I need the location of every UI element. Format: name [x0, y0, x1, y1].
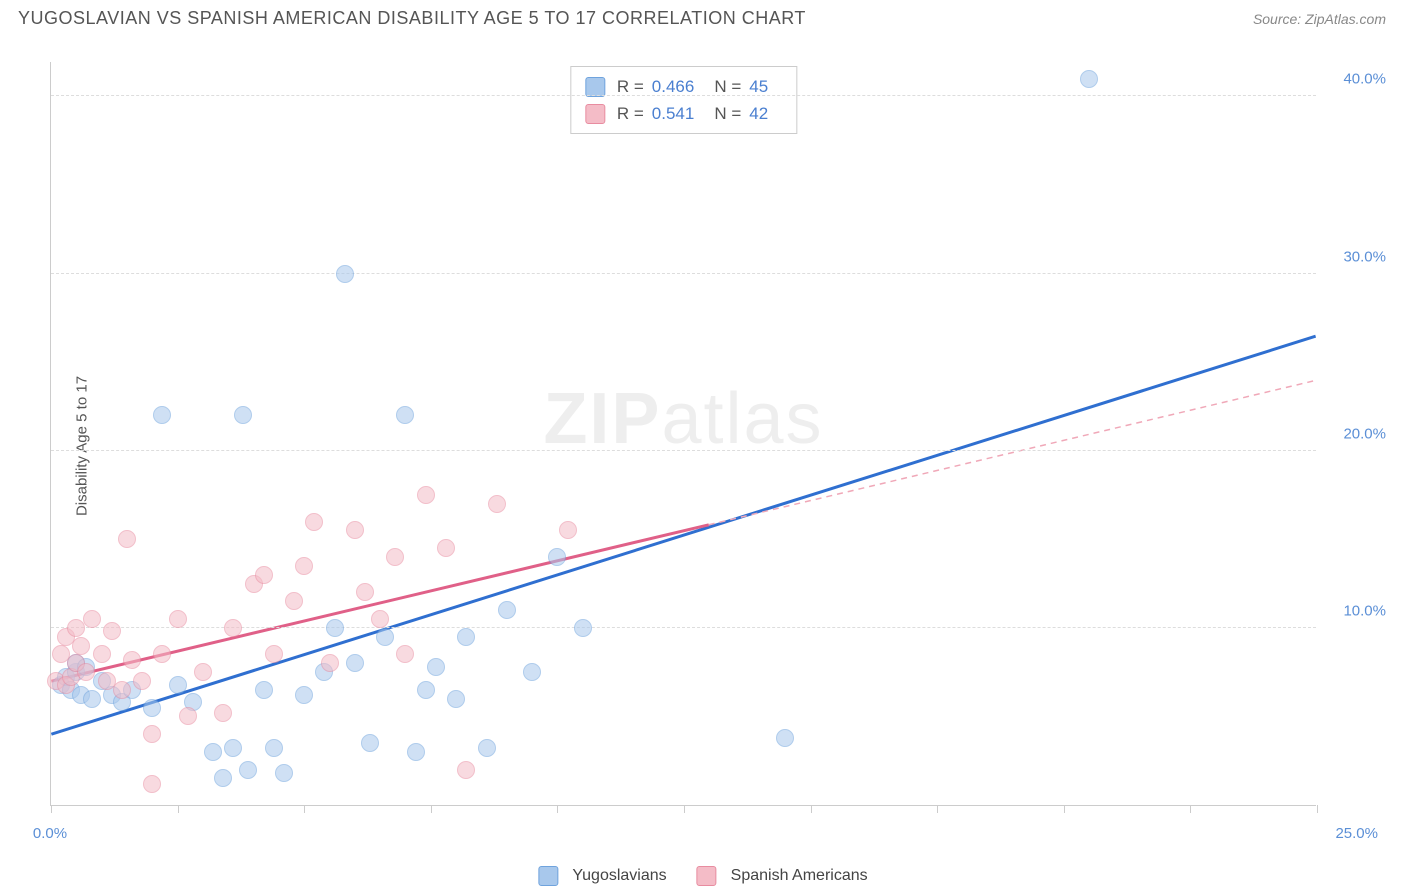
data-point — [255, 566, 273, 584]
data-point — [427, 658, 445, 676]
data-point — [265, 739, 283, 757]
data-point — [275, 764, 293, 782]
data-point — [113, 681, 131, 699]
x-tick — [1190, 805, 1191, 813]
legend-swatch-pink — [697, 866, 717, 886]
chart-header: YUGOSLAVIAN VS SPANISH AMERICAN DISABILI… — [0, 0, 1406, 33]
data-point — [386, 548, 404, 566]
plot-area: ZIPatlas R = 0.466 N = 45 R = 0.541 N = … — [50, 62, 1316, 806]
y-tick-label: 30.0% — [1326, 248, 1386, 265]
data-point — [457, 761, 475, 779]
data-point — [224, 739, 242, 757]
data-point — [417, 681, 435, 699]
bottom-legend: Yugoslavians Spanish Americans — [538, 866, 867, 886]
x-tick — [304, 805, 305, 813]
data-point — [361, 734, 379, 752]
data-point — [133, 672, 151, 690]
data-point — [143, 725, 161, 743]
data-point — [447, 690, 465, 708]
legend-item: Yugoslavians — [538, 866, 666, 886]
watermark: ZIPatlas — [543, 378, 823, 460]
data-point — [346, 654, 364, 672]
data-point — [239, 761, 257, 779]
data-point — [346, 521, 364, 539]
data-point — [1080, 70, 1098, 88]
y-tick-label: 10.0% — [1326, 602, 1386, 619]
data-point — [93, 645, 111, 663]
data-point — [214, 769, 232, 787]
data-point — [326, 619, 344, 637]
data-point — [214, 704, 232, 722]
data-point — [548, 548, 566, 566]
data-point — [336, 265, 354, 283]
legend-swatch-blue — [585, 77, 605, 97]
data-point — [234, 406, 252, 424]
x-tick — [178, 805, 179, 813]
data-point — [321, 654, 339, 672]
y-tick-label: 20.0% — [1326, 425, 1386, 442]
data-point — [179, 707, 197, 725]
data-point — [169, 610, 187, 628]
data-point — [776, 729, 794, 747]
data-point — [169, 676, 187, 694]
stats-row: R = 0.541 N = 42 — [585, 100, 782, 127]
data-point — [103, 622, 121, 640]
data-point — [417, 486, 435, 504]
data-point — [305, 513, 323, 531]
x-tick — [1317, 805, 1318, 813]
data-point — [194, 663, 212, 681]
legend-swatch-pink — [585, 104, 605, 124]
data-point — [255, 681, 273, 699]
data-point — [265, 645, 283, 663]
chart-source: Source: ZipAtlas.com — [1253, 11, 1386, 27]
x-tick — [557, 805, 558, 813]
gridline — [51, 450, 1316, 451]
x-tick — [684, 805, 685, 813]
data-point — [77, 663, 95, 681]
data-point — [123, 651, 141, 669]
x-tick — [431, 805, 432, 813]
data-point — [376, 628, 394, 646]
regression-lines — [51, 62, 1316, 805]
data-point — [143, 699, 161, 717]
data-point — [224, 619, 242, 637]
data-point — [118, 530, 136, 548]
data-point — [295, 686, 313, 704]
data-point — [143, 775, 161, 793]
data-point — [559, 521, 577, 539]
data-point — [396, 645, 414, 663]
x-tick — [1064, 805, 1065, 813]
x-tick — [937, 805, 938, 813]
data-point — [356, 583, 374, 601]
data-point — [478, 739, 496, 757]
data-point — [153, 406, 171, 424]
data-point — [153, 645, 171, 663]
data-point — [371, 610, 389, 628]
legend-item: Spanish Americans — [697, 866, 868, 886]
x-tick — [811, 805, 812, 813]
chart-title: YUGOSLAVIAN VS SPANISH AMERICAN DISABILI… — [18, 8, 806, 29]
data-point — [457, 628, 475, 646]
gridline — [51, 95, 1316, 96]
data-point — [83, 690, 101, 708]
y-tick-label: 40.0% — [1326, 71, 1386, 88]
data-point — [83, 610, 101, 628]
data-point — [574, 619, 592, 637]
data-point — [285, 592, 303, 610]
gridline — [51, 273, 1316, 274]
x-tick — [51, 805, 52, 813]
data-point — [204, 743, 222, 761]
data-point — [437, 539, 455, 557]
data-point — [295, 557, 313, 575]
stats-legend: R = 0.466 N = 45 R = 0.541 N = 42 — [570, 66, 797, 134]
x-max-label: 25.0% — [1335, 825, 1378, 842]
data-point — [396, 406, 414, 424]
data-point — [498, 601, 516, 619]
x-origin-label: 0.0% — [33, 825, 67, 842]
data-point — [72, 637, 90, 655]
data-point — [407, 743, 425, 761]
data-point — [488, 495, 506, 513]
legend-swatch-blue — [538, 866, 558, 886]
data-point — [523, 663, 541, 681]
